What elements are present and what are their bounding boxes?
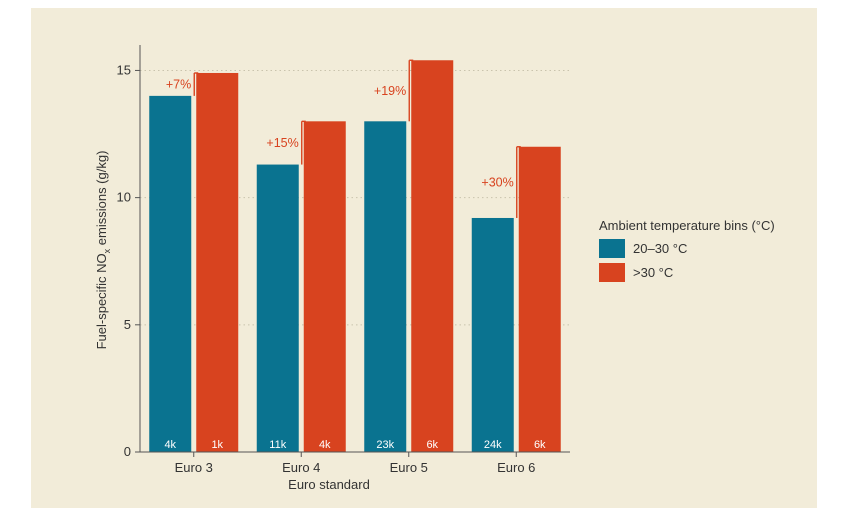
y-tick-label: 15 [117,62,131,77]
increase-percent-label: +7% [166,77,191,91]
increase-percent-label: +15% [266,136,298,150]
x-tick-label: Euro 3 [175,460,213,475]
x-tick-label: Euro 4 [282,460,320,475]
bar-count-label: 11k [269,439,286,451]
bar-count-label: 23k [376,439,394,451]
increase-percent-label: +30% [481,175,513,189]
bar-count-label: 4k [319,439,331,451]
bar-count-label: 1k [211,439,223,451]
y-tick-label: 5 [124,317,131,332]
y-tick-label: 0 [124,444,131,459]
bar-count-label: 6k [534,439,546,451]
y-axis-title-subscript: x [102,248,112,253]
legend-swatch-20-30 [599,239,625,258]
bar-20-30-euro-4 [256,164,299,452]
axes: 0 5 10 15 Euro 3 Euro 4 Euro 5 Euro 6 [117,45,570,475]
bar-over-30-euro-3 [196,72,239,452]
x-tick-label: Euro 5 [390,460,428,475]
bar-over-30-euro-5 [411,60,454,452]
legend-label-over-30: >30 °C [633,265,673,280]
bar-20-30-euro-5 [364,121,407,452]
bar-20-30-euro-3 [149,95,192,452]
y-axis-title-suffix: emissions (g/kg) [94,151,109,249]
bars: 4k 1k +7% 11k 4k +15% 23k 6k +19% 24k 6k +30% [149,59,561,452]
bar-20-30-euro-6 [471,217,514,452]
legend-title: Ambient temperature bins (°C) [599,218,775,233]
bar-count-label: 24k [484,439,502,451]
y-tick-label: 10 [117,190,131,205]
bar-count-label: 4k [164,439,176,451]
legend-swatch-over-30 [599,263,625,282]
bar-over-30-euro-4 [303,121,346,452]
increase-percent-label: +19% [374,84,406,98]
x-tick-label: Euro 6 [497,460,535,475]
bar-count-label: 6k [426,439,438,451]
bar-over-30-euro-6 [518,146,561,452]
legend: Ambient temperature bins (°C) 20–30 °C >… [599,218,775,282]
x-axis-title: Euro standard [288,477,370,492]
legend-label-20-30: 20–30 °C [633,241,687,256]
y-axis-title: Fuel-specific NOx emissions (g/kg) [94,151,112,350]
y-axis-title-prefix: Fuel-specific NO [94,253,109,349]
